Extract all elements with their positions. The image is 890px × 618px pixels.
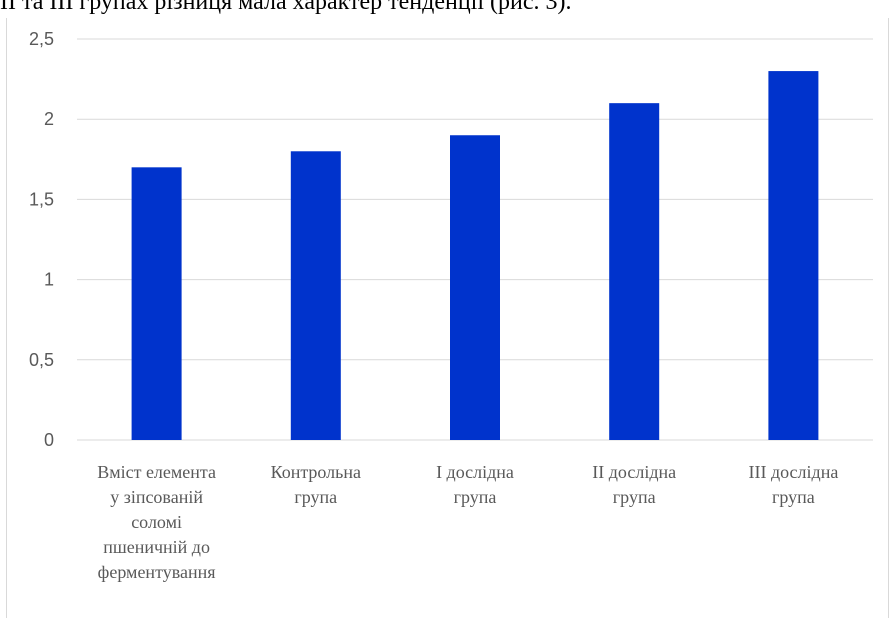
chart-frame — [6, 18, 889, 618]
y-tick-label: 2 — [44, 109, 54, 129]
bar — [609, 103, 660, 440]
y-tick-label: 0 — [44, 430, 54, 450]
x-category-label: у зіпсованій — [110, 487, 203, 507]
bar — [450, 135, 500, 441]
x-category-label: Вміст елемента — [97, 462, 216, 482]
x-category-label: група — [613, 487, 656, 507]
y-tick-label: 1,5 — [29, 189, 54, 209]
bar — [131, 167, 182, 440]
x-category-label: група — [294, 487, 337, 507]
x-category-label: соломі — [131, 512, 182, 532]
bar-chart: 0 0,5 1 1,5 2 2,5 Вміст елемента у зіпсованій со… — [29, 29, 873, 582]
x-category-label: ІІІ дослідна — [748, 462, 838, 482]
x-category-label: ІІ дослідна — [592, 462, 676, 482]
x-category-label: Контрольна — [271, 462, 361, 482]
y-tick-label: 0,5 — [29, 350, 54, 370]
x-category-label: група — [454, 487, 497, 507]
x-category-label: І дослідна — [436, 462, 514, 482]
x-category-label: пшеничній до — [103, 537, 210, 557]
y-tick-label: 1 — [44, 270, 54, 290]
x-category-label: ферментування — [98, 562, 216, 582]
y-tick-label: 2,5 — [29, 29, 54, 49]
x-category-label: група — [772, 487, 815, 507]
body-text-line: ІІ та ІІІ групах різниця мала характер т… — [0, 0, 572, 15]
bar — [768, 71, 819, 440]
bar — [290, 151, 341, 440]
